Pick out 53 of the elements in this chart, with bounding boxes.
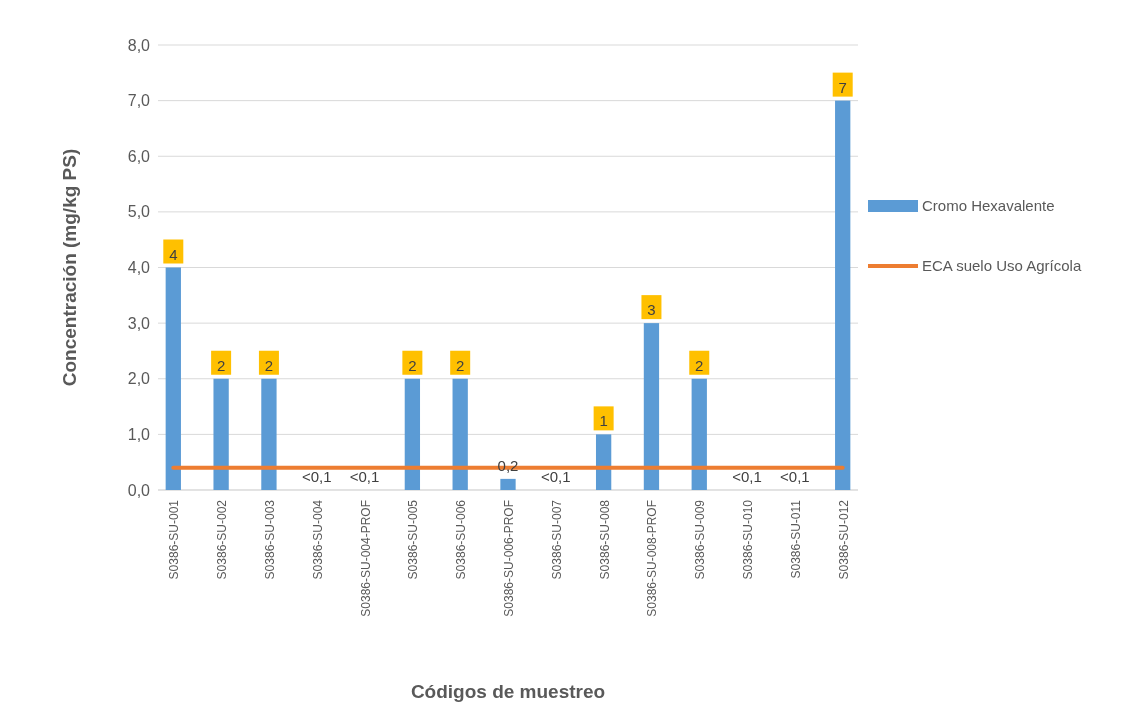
text: <0,1 bbox=[301, 468, 332, 485]
bar bbox=[835, 100, 851, 490]
y-tick-label: 2,0 bbox=[127, 370, 151, 388]
legend-label: ECA suelo Uso Agrícola bbox=[922, 257, 1082, 275]
data-label: 2 bbox=[216, 356, 226, 374]
bar bbox=[213, 378, 229, 490]
bar bbox=[261, 378, 277, 490]
bar bbox=[165, 267, 181, 490]
bar bbox=[595, 434, 612, 490]
y-tick-label: 3,0 bbox=[127, 314, 151, 332]
y-axis-title: Concentración (mg/kg PS) bbox=[59, 148, 80, 387]
data-label: 7 bbox=[838, 78, 847, 96]
data-label: 2 bbox=[456, 356, 465, 374]
bar bbox=[452, 378, 468, 490]
text: <0,1 bbox=[780, 468, 810, 485]
text: <0,1 bbox=[732, 468, 762, 485]
x-tick-label: S0386-SU-012 bbox=[836, 499, 851, 580]
x-tick-label: S0386-SU-004 bbox=[310, 499, 325, 580]
x-tick-label: S0386-SU-010 bbox=[741, 499, 756, 580]
bar bbox=[404, 378, 421, 490]
y-tick-label: 5,0 bbox=[127, 203, 151, 221]
x-tick-label: S0386-SU-008 bbox=[597, 499, 612, 580]
data-label: 4 bbox=[169, 245, 178, 263]
x-tick-label: S0386-SU-002 bbox=[215, 499, 230, 580]
y-tick-label: 1,0 bbox=[127, 425, 151, 443]
text: <0,1 bbox=[541, 468, 571, 485]
data-label: 0,2 bbox=[497, 456, 519, 474]
data-label: 2 bbox=[408, 356, 417, 374]
data-label: 2 bbox=[264, 356, 274, 374]
y-tick-label: 0,0 bbox=[127, 481, 151, 499]
bar bbox=[691, 378, 707, 490]
y-tick-label: 4,0 bbox=[127, 259, 151, 277]
x-tick-label: S0386-SU-008-PROF bbox=[645, 500, 660, 617]
x-tick-label: S0386-SU-007 bbox=[549, 499, 564, 580]
x-tick-label: S0386-SU-003 bbox=[262, 499, 277, 580]
x-tick-label: S0386-SU-006-PROF bbox=[502, 500, 516, 617]
data-label: 1 bbox=[599, 412, 608, 430]
y-tick-label: 6,0 bbox=[127, 147, 151, 165]
x-tick-label: S0386-SU-009 bbox=[693, 499, 708, 580]
legend-label: Cromo Hexavalente bbox=[922, 197, 1055, 215]
x-tick-label: S0386-SU-004-PROF bbox=[358, 500, 373, 617]
x-tick-label: S0386-SU-006 bbox=[454, 499, 469, 580]
x-tick-label: S0386-SU-011 bbox=[788, 499, 803, 579]
x-axis-title: Códigos de muestreo bbox=[410, 681, 606, 702]
bar bbox=[500, 478, 516, 490]
y-tick-label: 7,0 bbox=[127, 92, 151, 110]
y-tick-label: 8,0 bbox=[127, 36, 151, 54]
bar bbox=[643, 323, 660, 490]
data-label: 3 bbox=[647, 301, 656, 319]
x-tick-label: S0386-SU-005 bbox=[406, 499, 421, 580]
text: <0,1 bbox=[349, 468, 380, 485]
data-label: 2 bbox=[695, 356, 704, 374]
x-tick-label: S0386-SU-001 bbox=[167, 499, 182, 580]
